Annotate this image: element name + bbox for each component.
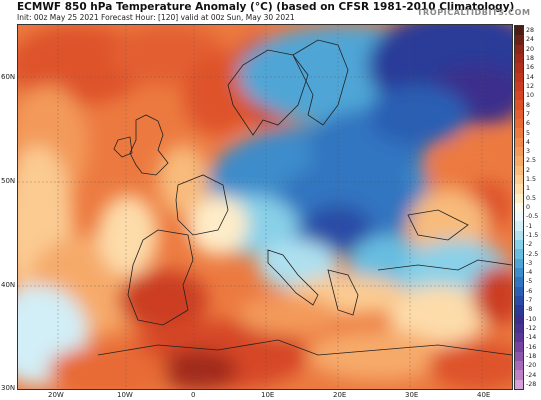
colorbar-cell: [515, 72, 523, 83]
lat-label-30n: 30N: [1, 384, 16, 392]
colorbar-cell: [515, 370, 523, 381]
colorbar-label: -2.5: [526, 250, 539, 258]
colorbar-label: 24: [526, 36, 535, 44]
colorbar-cell: [515, 100, 523, 111]
colorbar-cell: [515, 81, 523, 92]
colorbar-label: -28: [526, 380, 537, 388]
colorbar-label: -6: [526, 287, 533, 295]
colorbar-cell: [515, 258, 523, 269]
colorbar-label: -1.5: [526, 231, 539, 239]
colorbar-cell: [515, 184, 523, 195]
colorbar-cell: [515, 277, 523, 288]
colorbar-cell: [515, 268, 523, 278]
colorbar-label: -20: [526, 362, 537, 370]
lon-label-10e: 10E: [261, 391, 275, 399]
lon-label-40e: 40E: [477, 391, 491, 399]
colorbar-label: 2.5: [526, 157, 537, 165]
colorbar-label: 1.5: [526, 176, 537, 184]
colorbar-cell: [515, 91, 523, 101]
colorbar-label: -14: [526, 334, 537, 342]
anomaly-field: [18, 25, 512, 389]
chart-subtitle: Init: 00z May 25 2021 Forecast Hour: [12…: [17, 13, 295, 22]
colorbar-label: 0: [526, 204, 531, 211]
colorbar-cell: [515, 230, 523, 241]
colorbar-label: 2: [526, 166, 531, 174]
colorbar-cell: [515, 286, 523, 297]
colorbar-cell: [515, 128, 523, 139]
colorbar-label: -2: [526, 241, 533, 249]
lon-label-20e: 20E: [333, 391, 347, 399]
coastlines: [97, 39, 512, 356]
colorbar-label: -0.5: [526, 213, 539, 221]
colorbar-cell: [515, 119, 523, 129]
colorbar-cell: [515, 351, 523, 362]
colorbar-label: 14: [526, 73, 535, 81]
colorbar-label: 6: [526, 120, 531, 128]
colorbar-label: -1: [526, 222, 533, 230]
colorbar-cell: [515, 202, 523, 213]
colorbar-label: -5: [526, 278, 533, 286]
colorbar-label: -10: [526, 315, 537, 323]
colorbar-label: 16: [526, 64, 535, 72]
colorbar-label: 8: [526, 101, 531, 109]
lon-label-30e: 30E: [405, 391, 419, 399]
colorbar-label: 12: [526, 83, 535, 90]
header: ECMWF 850 hPa Temperature Anomaly (°C) (…: [0, 0, 541, 24]
colorbar-cell: [515, 361, 523, 371]
lat-label-40n: 40N: [1, 281, 16, 289]
brand-watermark: TROPICALTIDBITS.COM: [417, 8, 531, 17]
colorbar-cell: [515, 314, 523, 325]
lon-label-20w: 20W: [48, 391, 64, 399]
colorbar-cell: [515, 26, 523, 36]
lon-label-10w: 10W: [117, 391, 133, 399]
colorbar-cell: [515, 63, 523, 74]
colorbar-cell: [515, 156, 523, 167]
colorbar-label: 18: [526, 55, 535, 63]
lat-label-60n: 60N: [1, 73, 16, 81]
colorbar-label: 7: [526, 110, 531, 118]
lon-label-0: 0: [191, 391, 196, 399]
colorbar-cell: [515, 295, 523, 306]
colorbar-label: 10: [526, 92, 535, 100]
colorbar-cell: [515, 305, 523, 316]
colorbar-label: 5: [526, 129, 531, 137]
graticule: [18, 25, 512, 389]
colorbar-label: 28: [526, 27, 535, 35]
colorbar-cell: [515, 35, 523, 46]
colorbar-cell: [515, 165, 523, 176]
lat-label-50n: 50N: [1, 177, 16, 185]
colorbar-cell: [515, 221, 523, 232]
colorbar-label: 0.5: [526, 194, 537, 202]
colorbar-label: -3: [526, 259, 533, 267]
colorbar-cell: [515, 342, 523, 353]
colorbar-label: -24: [526, 371, 537, 379]
colorbar-label: -16: [526, 343, 537, 351]
colorbar-cell: [515, 212, 523, 222]
colorbar-cell: [515, 137, 523, 148]
colorbar-label: 1: [526, 185, 531, 193]
colorbar-cell: [515, 333, 523, 343]
colorbar-cell: [515, 240, 523, 250]
colorbar-label: 4: [526, 138, 531, 146]
colorbar-cell: [515, 379, 523, 390]
colorbar-label: -12: [526, 325, 537, 332]
chart-title: ECMWF 850 hPa Temperature Anomaly (°C) (…: [17, 1, 515, 13]
colorbar-cell: [515, 109, 523, 120]
colorbar: [514, 25, 524, 390]
colorbar-label: -18: [526, 352, 537, 360]
colorbar-label: -8: [526, 306, 533, 314]
colorbar-label: 20: [526, 45, 535, 53]
colorbar-cell: [515, 53, 523, 64]
colorbar-cell: [515, 174, 523, 185]
colorbar-cell: [515, 323, 523, 334]
colorbar-label: -7: [526, 297, 533, 305]
colorbar-label: -4: [526, 269, 533, 277]
colorbar-cell: [515, 44, 523, 55]
colorbar-cell: [515, 193, 523, 204]
colorbar-label: 3: [526, 148, 531, 156]
anomaly-map: [17, 24, 513, 390]
colorbar-cell: [515, 249, 523, 260]
colorbar-cell: [515, 147, 523, 157]
